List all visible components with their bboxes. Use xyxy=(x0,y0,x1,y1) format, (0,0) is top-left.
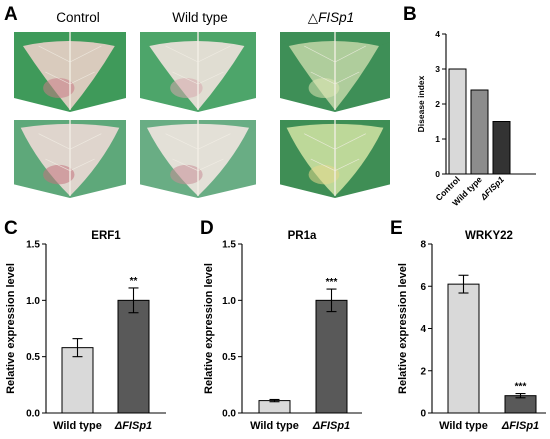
leaf-control-top xyxy=(14,32,126,112)
chart-c-y-label: Relative expression level xyxy=(5,263,17,394)
chart-e-tick-label: 6 xyxy=(420,282,426,293)
panel-letter-b: B xyxy=(403,4,417,25)
chart-b-tick-label: 1 xyxy=(435,134,440,144)
chart-d-significance-2: *** xyxy=(326,277,338,288)
chart-d-bar-2 xyxy=(315,299,348,414)
chart-b-y-label: Disease index xyxy=(416,75,426,132)
chart-e-bar-1 xyxy=(447,283,480,414)
delta-symbol: △ xyxy=(307,10,319,25)
panel-letter-e: E xyxy=(390,218,403,239)
chart-c-tick-label: 1.5 xyxy=(26,240,40,251)
leaf-wildtype-bottom xyxy=(140,120,256,198)
chart-c-tick-label: 1.0 xyxy=(26,296,40,307)
chart-c-title: ERF1 xyxy=(91,230,121,242)
chart-c-significance-2: ** xyxy=(130,276,138,287)
leaf-control-bottom xyxy=(14,120,126,198)
chart-b-bar-1 xyxy=(448,68,467,175)
chart-d-tick-label: 1.5 xyxy=(222,240,236,251)
panel-letter-d: D xyxy=(200,218,214,239)
leaf-fisp1-top xyxy=(280,32,390,112)
chart-d-y-label: Relative expression level xyxy=(203,263,215,394)
photo-label-wild-type: Wild type xyxy=(172,10,228,25)
chart-e-tick-label: 2 xyxy=(420,366,426,377)
chart-c-category-1: Wild type xyxy=(53,420,102,432)
chart-e-tick-label: 0 xyxy=(420,409,426,420)
chart-e-category-2: ΔFISp1 xyxy=(501,420,539,432)
photo-label-control: Control xyxy=(56,10,100,25)
chart-e-y-label: Relative expression level xyxy=(397,263,409,394)
chart-e-significance-2: *** xyxy=(515,382,527,393)
chart-b-tick-label: 0 xyxy=(435,169,440,179)
chart-b-tick-label: 4 xyxy=(435,29,440,39)
chart-e-tick-label: 8 xyxy=(420,240,426,251)
chart-b-category-3: ΔFISp1 xyxy=(478,174,506,202)
panel-letter-c: C xyxy=(4,218,18,239)
chart-d-bar-1 xyxy=(258,400,291,414)
chart-c-category-2: ΔFISp1 xyxy=(114,420,152,432)
leaf-wildtype-top xyxy=(140,32,256,112)
panel-letter-a: A xyxy=(4,4,18,25)
chart-b-tick-label: 2 xyxy=(435,99,440,109)
chart-e-category-1: Wild type xyxy=(439,420,488,432)
chart-b-tick-label: 3 xyxy=(435,64,440,74)
leaf-fisp1-bottom xyxy=(280,120,390,198)
photo-label-fisp1: △FISp1 xyxy=(307,10,355,25)
chart-b-bar-2 xyxy=(470,89,489,175)
chart-d-title: PR1a xyxy=(288,230,317,242)
chart-d-tick-label: 1.0 xyxy=(222,296,236,307)
chart-d-category-1: Wild type xyxy=(250,420,299,432)
chart-d-tick-label: 0.5 xyxy=(222,352,236,363)
chart-b-bar-3 xyxy=(492,121,511,175)
chart-e-title: WRKY22 xyxy=(465,230,513,242)
chart-c-tick-label: 0.0 xyxy=(26,409,40,420)
chart-c-tick-label: 0.5 xyxy=(26,352,40,363)
chart-c-bar-2 xyxy=(117,299,150,414)
chart-d-category-2: ΔFISp1 xyxy=(312,420,350,432)
chart-d-tick-label: 0.0 xyxy=(222,409,236,420)
chart-e-tick-label: 4 xyxy=(420,324,426,335)
chart-c-bar-1 xyxy=(61,347,94,414)
